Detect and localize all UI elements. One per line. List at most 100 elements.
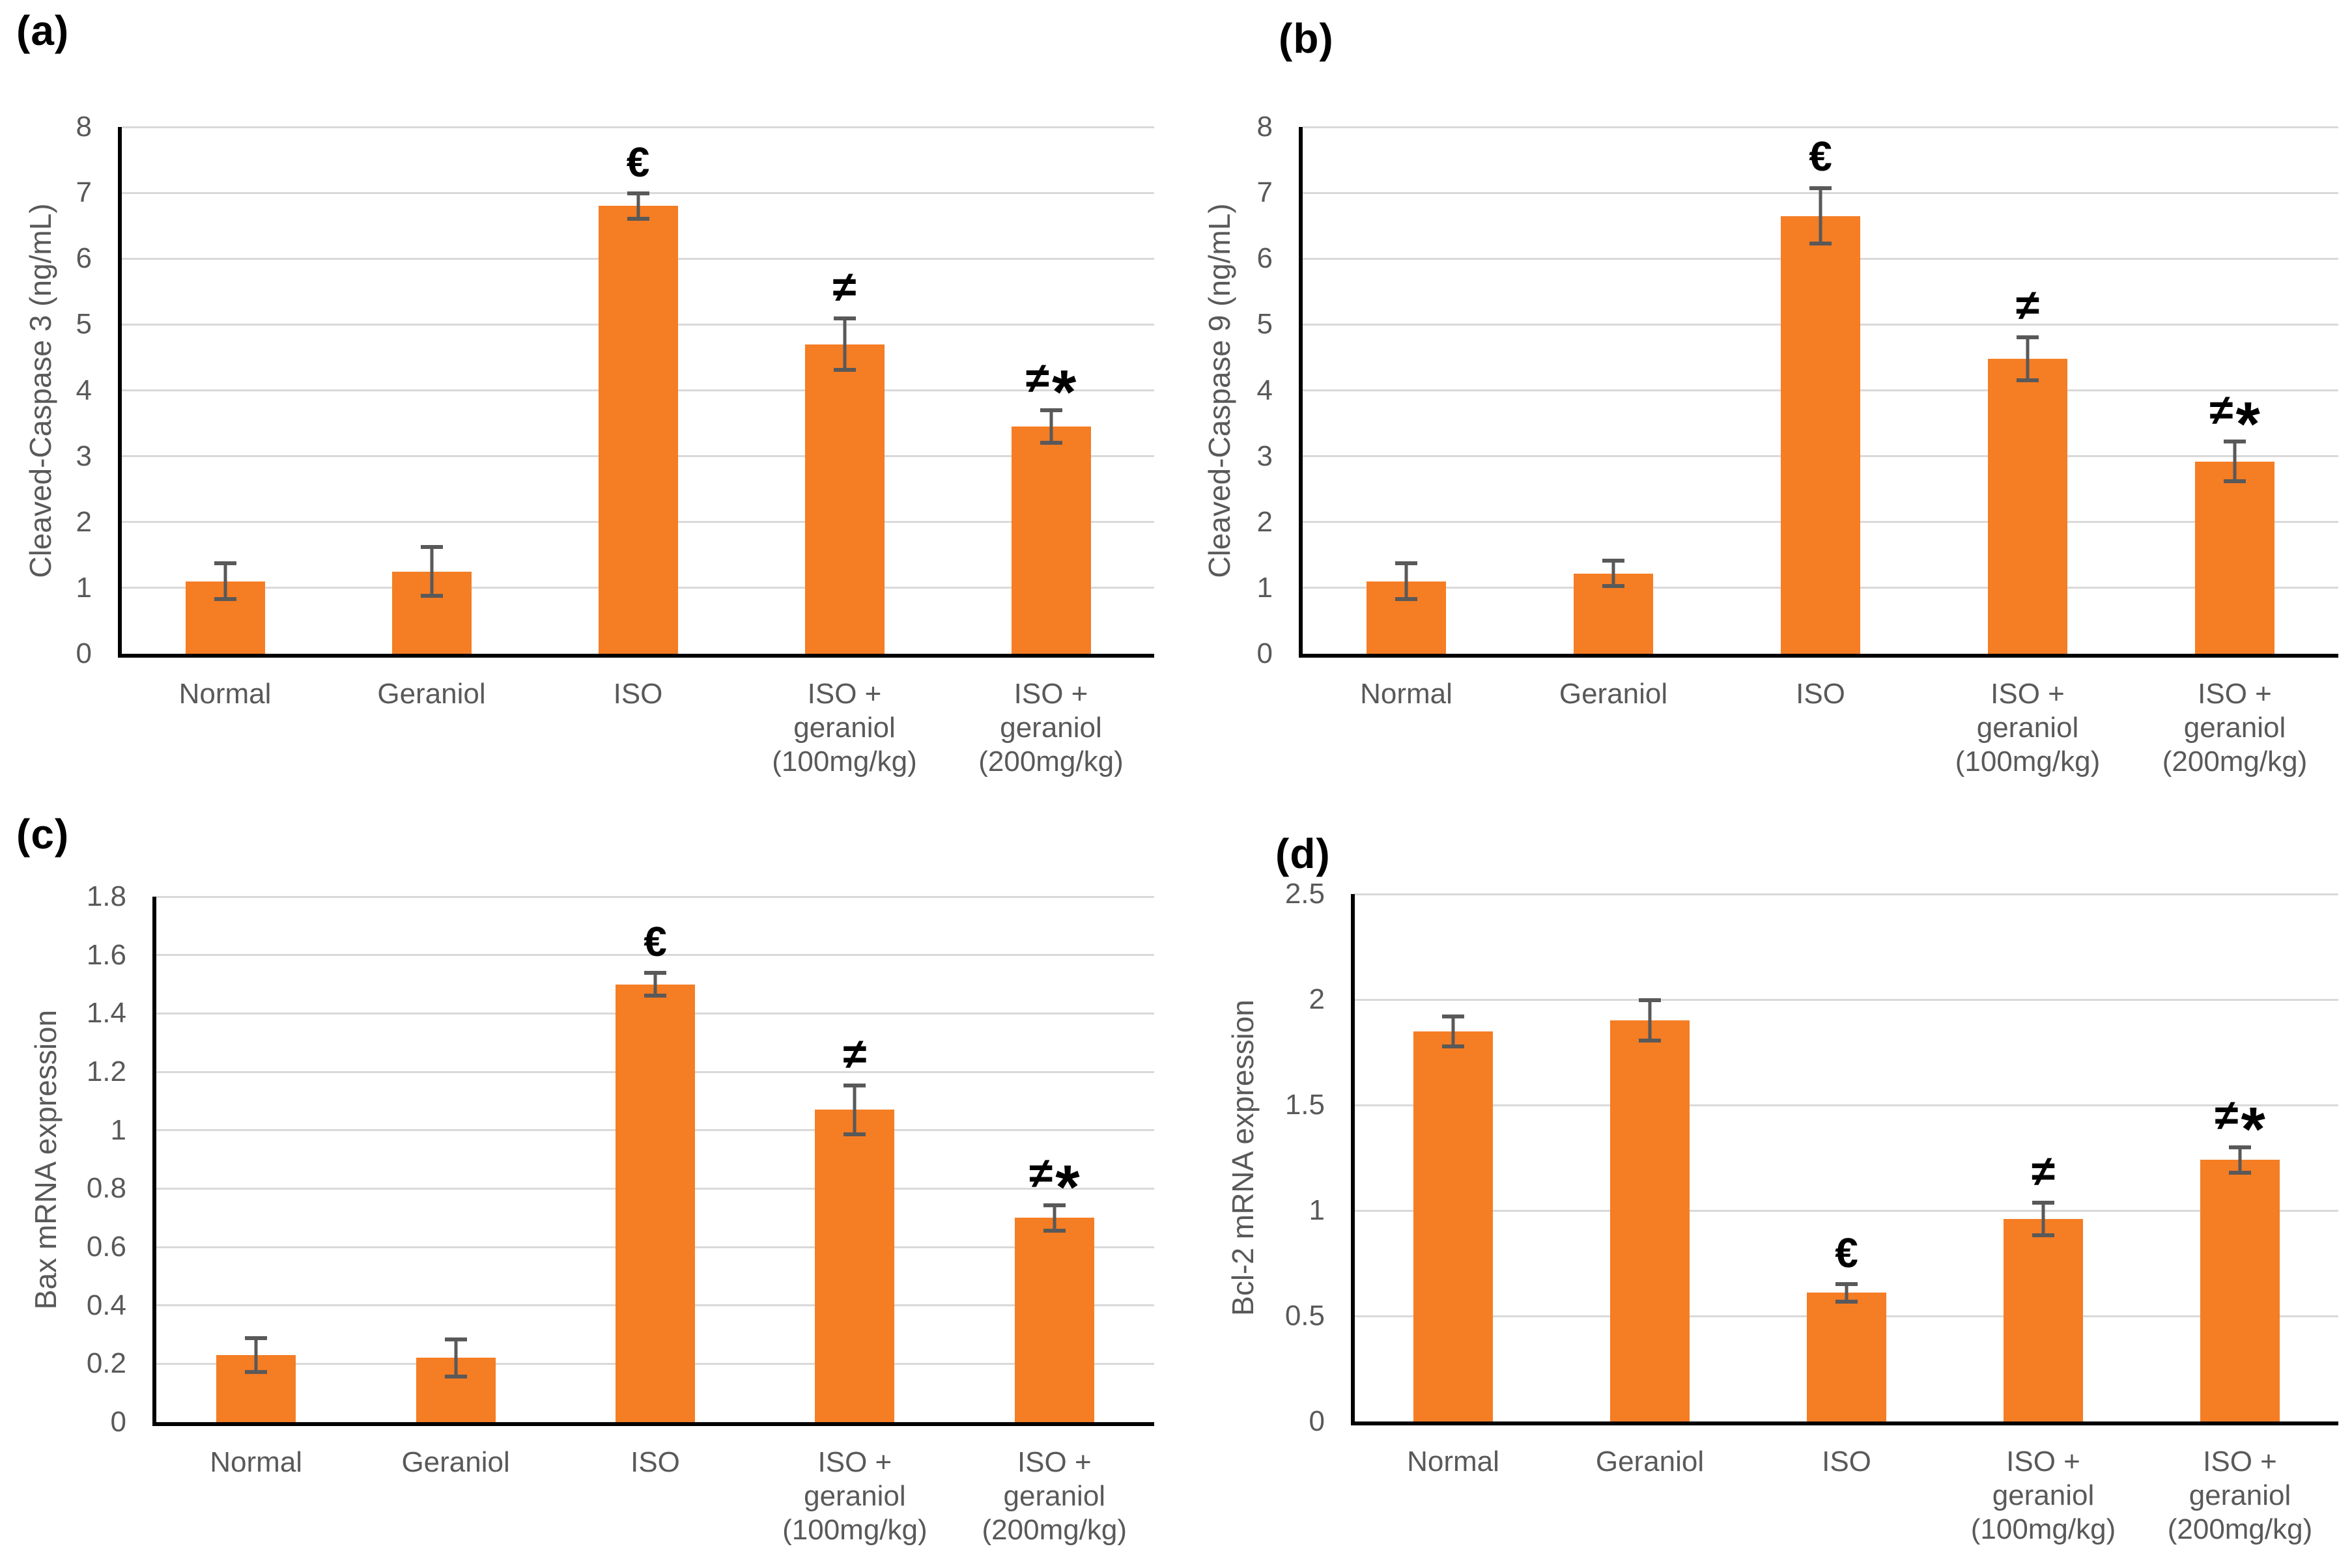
x-category-label-line: ISO + (2198, 678, 2272, 710)
x-category-label-line: (100mg/kg) (782, 1514, 928, 1546)
error-bar-cap-top (1043, 1203, 1066, 1207)
error-bar-line (454, 1337, 458, 1379)
y-tick-label: 4 (1256, 374, 1273, 406)
not-equal-significance-symbol: ≠ (1029, 1149, 1053, 1197)
error-bar-cap-bottom (214, 597, 236, 602)
not-equal-significance-symbol: ≠ (843, 1029, 867, 1078)
error-bar-cap-bottom (245, 1370, 268, 1375)
error-bar-cap-bottom (2017, 378, 2039, 383)
y-tick-label: 0.4 (86, 1289, 126, 1321)
x-category-label-line: (200mg/kg) (2167, 1513, 2313, 1545)
not-equal-significance-symbol: ≠ (2015, 281, 2040, 329)
error-bar-cap-bottom (1442, 1044, 1464, 1048)
x-category-label-line: geraniol (1976, 712, 2079, 744)
x-category-label-line: (100mg/kg) (1955, 746, 2101, 777)
significance-marker: ≠ (843, 1029, 867, 1078)
y-tick-label: 2.5 (1284, 878, 1325, 910)
x-category-label: ISO (1710, 1445, 1983, 1479)
panel-d: (d) Bcl-2 mRNA expression 0 0.5 1 1.5 2 2.5 No… (1172, 784, 2352, 1568)
error-bar-line (2041, 1201, 2045, 1237)
bar (1988, 358, 2067, 654)
error-bar-cap-top (833, 316, 856, 321)
y-tick-label: 8 (1256, 111, 1273, 143)
error-bar-cap-bottom (1602, 583, 1624, 588)
error-bar-line (843, 316, 846, 372)
significance-marker: € (644, 917, 667, 965)
not-equal-significance-symbol: ≠ (832, 262, 857, 311)
euro-significance-symbol: € (1835, 1229, 1858, 1276)
panel-letter-b: (b) (1279, 15, 1334, 62)
error-bar-cap-top (627, 191, 649, 196)
x-category-label-line: geraniol (2183, 712, 2286, 744)
asterisk-significance-symbol: * (2235, 389, 2260, 459)
x-category-label: ISO + geraniol (200mg/kg) (914, 677, 1188, 779)
x-category-label: ISO + geraniol (200mg/kg) (2098, 677, 2352, 779)
y-tick-label: 0.6 (86, 1231, 126, 1263)
y-tick-label: 7 (1256, 176, 1273, 209)
error-bar-line (1451, 1014, 1455, 1048)
y-tick-label: 1 (110, 1113, 126, 1146)
error-bar-cap-bottom (1809, 242, 1832, 246)
x-category-label: ISO (1684, 677, 1957, 711)
plot-area-d: 0 0.5 1 1.5 2 2.5 Normal Geraniol € ISO ≠ ISO + gera… (1285, 878, 2338, 1545)
not-equal-significance-symbol: ≠ (2031, 1147, 2056, 1196)
y-tick-label: 1.5 (1284, 1089, 1325, 1121)
error-bar-line (1648, 998, 1652, 1043)
error-bar-line (1611, 559, 1615, 588)
error-bar-cap-bottom (1040, 441, 1062, 445)
x-category-label-line: (200mg/kg) (2162, 746, 2308, 777)
error-bar-line (2233, 440, 2237, 484)
significance-marker: € (626, 138, 650, 186)
x-category-label: Geraniol (319, 1446, 593, 1479)
y-axis-line (1299, 127, 1303, 654)
y-tick-label: 5 (76, 308, 92, 341)
not-equal-significance-symbol: ≠ (2215, 1091, 2239, 1140)
significance-marker: € (1835, 1229, 1858, 1276)
error-bar-line (1053, 1203, 1056, 1233)
error-bar-cap-top (1602, 559, 1624, 563)
x-category-label: Geraniol (1513, 1445, 1787, 1479)
x-category-label: ISO + geraniol (100mg/kg) (718, 1446, 991, 1547)
significance-marker: ≠ * (2209, 388, 2260, 456)
error-bar-line (1404, 561, 1408, 602)
error-bar-cap-top (1442, 1014, 1464, 1018)
x-category-label-line: geraniol (1992, 1479, 2095, 1511)
error-bar-cap-top (444, 1337, 467, 1341)
bar (2200, 1160, 2280, 1421)
plot-area-b: 0 1 2 3 4 5 6 7 8 Normal Geraniol € ISO ≠ ISO + geranio… (1257, 111, 2338, 777)
x-category-label: Normal (89, 677, 362, 711)
gridline (1355, 1104, 2338, 1106)
y-tick-label: 1 (76, 571, 92, 604)
panel-letter-c: (c) (16, 811, 70, 858)
y-tick-label: 1.6 (86, 938, 126, 971)
gridline (122, 126, 1154, 128)
error-bar-cap-bottom (2032, 1233, 2054, 1237)
x-category-label: ISO + geraniol (100mg/kg) (1891, 677, 2164, 779)
error-bar-cap-bottom (2224, 479, 2246, 484)
euro-significance-symbol: € (644, 917, 667, 965)
significance-marker: ≠ * (2215, 1091, 2265, 1161)
x-axis-line (1351, 1421, 2338, 1425)
bar (1610, 1020, 1690, 1421)
x-category-label-line: (200mg/kg) (982, 1514, 1127, 1546)
significance-marker: ≠ (832, 262, 857, 311)
y-tick-label: 5 (1256, 308, 1273, 341)
panel-c: (c) Bax mRNA expression 0 0.2 0.4 0.6 0.8 1 1.… (0, 784, 1172, 1568)
error-bar-cap-top (245, 1336, 268, 1340)
error-bar-cap-top (2229, 1145, 2251, 1149)
error-bar-cap-bottom (2229, 1170, 2251, 1175)
gridline (156, 954, 1154, 957)
bar (815, 1110, 895, 1422)
x-category-label: ISO (502, 677, 775, 711)
panel-letter-d: (d) (1275, 830, 1331, 877)
plot-area-c: 0 0.2 0.4 0.6 0.8 1 1.2 1.4 1.6 1.8 Normal Geraniol… (87, 880, 1154, 1546)
significance-marker: ≠ (2031, 1147, 2056, 1196)
y-tick-label: 6 (1256, 242, 1273, 275)
error-bar-cap-top (1639, 998, 1661, 1003)
x-category-label-line: ISO + (1991, 678, 2065, 710)
x-category-label-line: Normal (1407, 1446, 1499, 1477)
bar (1781, 216, 1860, 654)
euro-significance-symbol: € (626, 138, 650, 186)
error-bar-cap-bottom (843, 1132, 866, 1136)
y-tick-label: 4 (76, 374, 92, 406)
